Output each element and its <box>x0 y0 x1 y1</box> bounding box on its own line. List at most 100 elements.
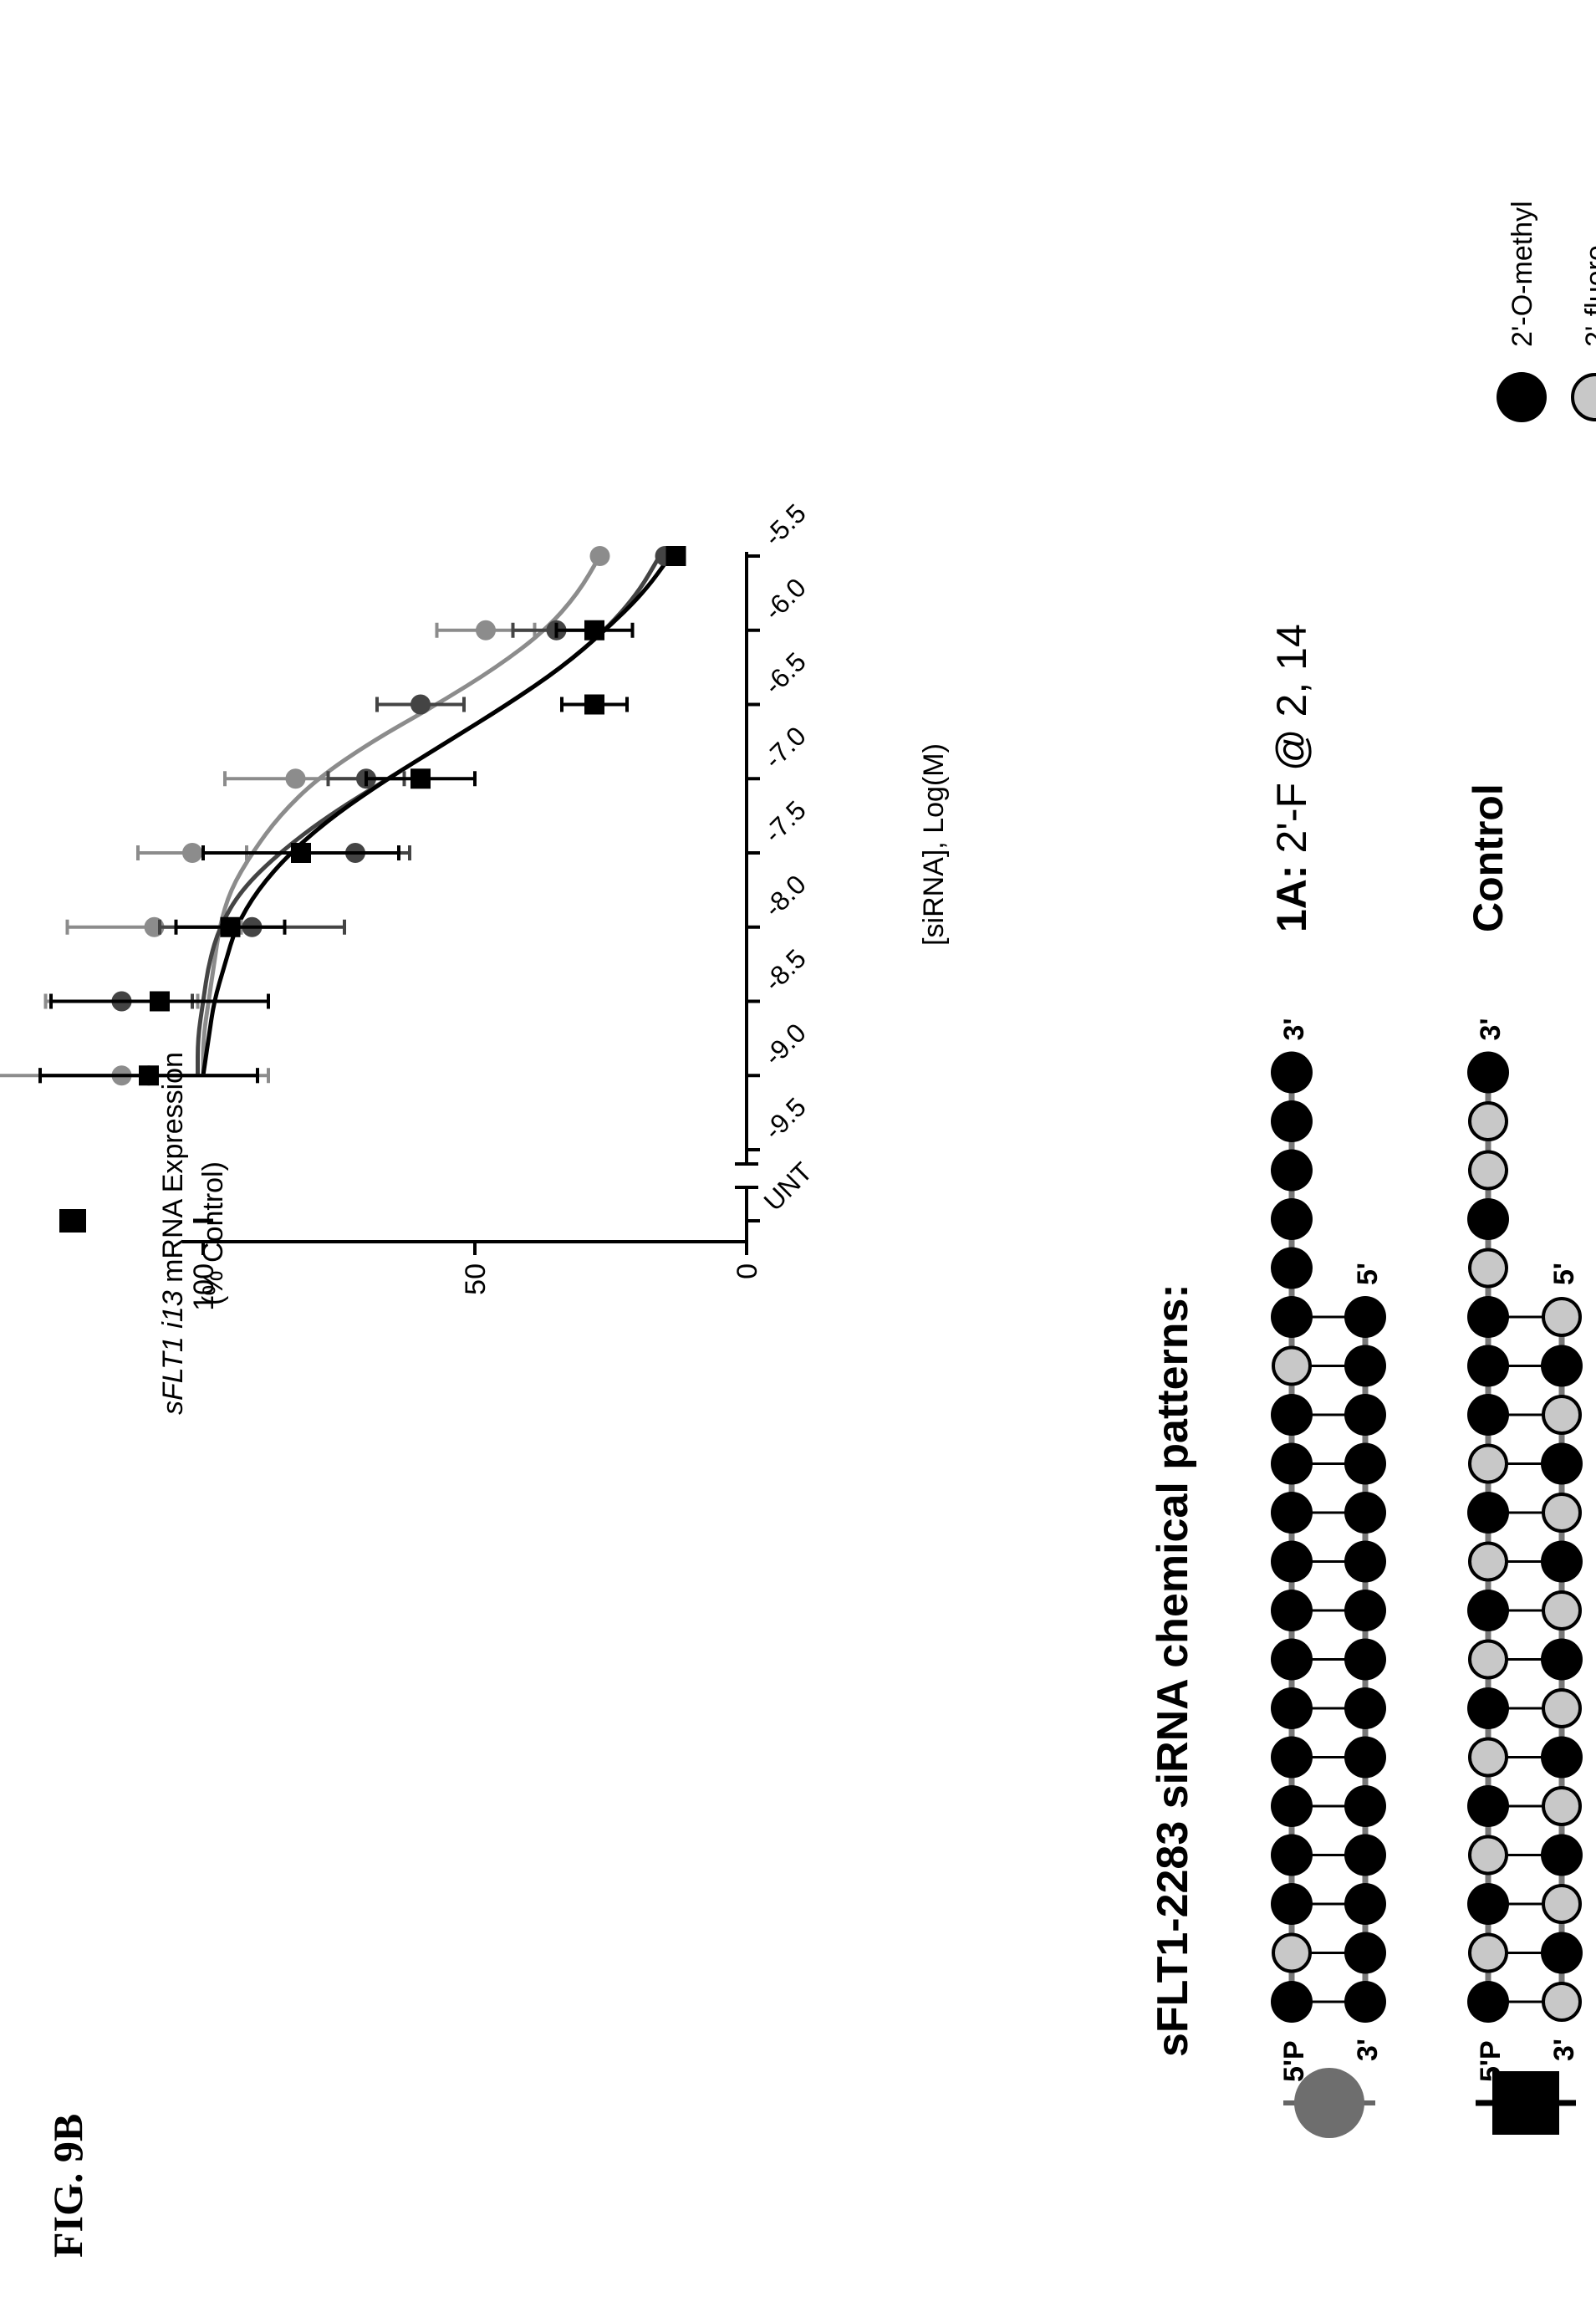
nucleotide-2-o-methyl <box>1344 1687 1386 1729</box>
nucleotide-2-o-methyl <box>1271 1394 1313 1436</box>
fit-curve-gray <box>201 554 602 1076</box>
nucleotide-2-o-methyl <box>1344 1785 1386 1827</box>
sense-label-3prime: 3' <box>1475 1018 1507 1041</box>
data-point-dark <box>410 694 431 715</box>
nucleotide-2-o-methyl <box>1271 1883 1313 1925</box>
nucleotide-2-o-methyl <box>1467 1296 1509 1338</box>
nucleotide-2-o-methyl <box>1467 1051 1509 1094</box>
y-axis-label: sFLT1 i13 mRNA Expression <box>157 1052 189 1415</box>
nucleotide-2-fluoro <box>1468 1541 1508 1582</box>
y-axis-label-line2: (% Control) <box>197 1161 229 1305</box>
nucleotide-2-o-methyl <box>1541 1834 1583 1876</box>
antisense-label-5prime: 5' <box>1352 1263 1384 1285</box>
x-tick-group: -7.0 <box>757 721 811 774</box>
data-point-black <box>150 991 170 1012</box>
nucleotide-2-o-methyl <box>1541 1345 1583 1387</box>
nucleotide-2-o-methyl <box>1271 1442 1313 1485</box>
nucleotide-2-o-methyl <box>1467 1394 1509 1436</box>
nucleotide-2-o-methyl <box>1541 1442 1583 1485</box>
data-point-black <box>220 916 241 937</box>
data-point-black <box>665 546 686 566</box>
nucleotide-2-fluoro <box>1542 1297 1582 1337</box>
legend-label: 2'-O-methyl <box>1507 201 1538 347</box>
nucleotide-2-o-methyl <box>1271 1100 1313 1142</box>
data-point-black <box>410 768 431 789</box>
nucleotide-2-o-methyl <box>1344 1296 1386 1338</box>
nucleotide-2-fluoro <box>1272 1345 1312 1386</box>
nucleotide-2-o-methyl <box>1541 1932 1583 1974</box>
pattern-name: 1A: 2'-F @ 2, 14 <box>1268 624 1315 932</box>
pattern-rows: 5'P 3' 3' 5' 1A: 2'-F @ 2, 14 5'P 3' 3' 5' Contro… <box>1268 624 1583 2138</box>
pattern-row: 5'P 3' 3' 5' 1A: 2'-F @ 2, 14 <box>1268 624 1386 2138</box>
nucleotide-2-fluoro <box>1468 1639 1508 1680</box>
nucleotide-2-o-methyl <box>1467 1785 1509 1827</box>
nucleotide-2-o-methyl <box>1271 1736 1313 1779</box>
pattern-row: 5'P 3' 3' 5' Control <box>1465 783 1583 2135</box>
nucleotide-2-o-methyl <box>1344 1442 1386 1485</box>
nucleotide-2-o-methyl <box>1271 1834 1313 1876</box>
x-tick-label: -9.5 <box>757 1092 811 1146</box>
nucleotide-2-o-methyl <box>1467 1345 1509 1387</box>
pattern-symbol-black-square <box>1492 2071 1559 2135</box>
data-point-gray <box>476 620 496 641</box>
nucleotide-2-fluoro <box>1542 1982 1582 2022</box>
data-point-black <box>139 1065 159 1086</box>
nucleotide-2-fluoro <box>1468 1737 1508 1778</box>
nucleotide-2-fluoro <box>1542 1395 1582 1435</box>
x-tick-label: -5.5 <box>757 498 811 552</box>
nucleotide-2-o-methyl <box>1344 1932 1386 1974</box>
nucleotide-2-o-methyl <box>1541 1736 1583 1779</box>
figure-label: FIG. 9B <box>44 2114 91 2258</box>
chart-axes <box>182 552 760 1255</box>
nucleotide-2-o-methyl <box>1271 1687 1313 1729</box>
x-tick-label: -6.0 <box>757 572 811 625</box>
dose-response-chart: UNT-9.5-9.0-8.5-8.0-7.5-7.0-6.5-6.0-5.5 … <box>0 498 950 1415</box>
x-tick-label: -7.0 <box>757 721 811 774</box>
sense-label-5prime: 5'P <box>1475 2040 1507 2082</box>
nucleotide-2-fluoro <box>1468 1835 1508 1876</box>
nucleotide-2-o-methyl <box>1271 1981 1313 2023</box>
nucleotide-2-o-methyl <box>1344 1345 1386 1387</box>
nucleotide-2-o-methyl <box>1467 1492 1509 1534</box>
pattern-name-rest: 2'-F @ 2, 14 <box>1268 624 1315 865</box>
y-tick-label: 0 <box>732 1263 763 1279</box>
x-tick-group: -5.5 <box>757 498 811 552</box>
nucleotide-2-o-methyl <box>1271 1785 1313 1827</box>
x-tick-group: -6.0 <box>757 572 811 625</box>
nucleotide-2-o-methyl <box>1271 1051 1313 1094</box>
nucleotide-2-o-methyl <box>1344 1834 1386 1876</box>
y-axis-label-italic: sFLT1 i13 <box>157 1290 189 1415</box>
data-point-black <box>584 620 604 641</box>
nucleotide-2-o-methyl <box>1271 1198 1313 1240</box>
nucleotide-2-o-methyl <box>1467 1883 1509 1925</box>
y-tick-labels: 0 50 100 <box>188 1263 763 1311</box>
x-tick-group: -8.0 <box>757 869 811 922</box>
chemical-patterns: sFLT1-2283 siRNA chemical patterns: 5'P 3… <box>1149 624 1583 2138</box>
y-axis-label-rest: mRNA Expression <box>157 1052 189 1290</box>
unt-point-black <box>59 1209 86 1233</box>
pattern-symbol-gray-circle <box>1294 2068 1364 2138</box>
x-tick-label: -9.0 <box>757 1018 811 1071</box>
pattern-name: Control <box>1465 783 1512 932</box>
x-tick-group: -8.5 <box>757 943 811 997</box>
antisense-label-5prime: 5' <box>1548 1263 1580 1285</box>
nucleotide-2-o-methyl <box>1271 1149 1313 1192</box>
nucleotide-2-fluoro <box>1468 1150 1508 1191</box>
nucleotide-2-fluoro <box>1272 1932 1312 1973</box>
nucleotide-2-fluoro <box>1468 1248 1508 1289</box>
nucleotide-2-o-methyl <box>1271 1590 1313 1631</box>
pattern-name-bold: Control <box>1465 783 1512 932</box>
nucleotide-2-fluoro <box>1542 1688 1582 1728</box>
x-tick-label: -6.5 <box>757 646 811 700</box>
data-point-black <box>291 843 311 863</box>
nucleotide-2-o-methyl <box>1467 1687 1509 1729</box>
x-tick-group: -9.5 <box>757 1092 811 1146</box>
legend-label: 2'-fluoro <box>1580 245 1596 347</box>
x-tick-group: UNT <box>757 1156 818 1217</box>
x-tick-group: -9.0 <box>757 1018 811 1071</box>
nucleotide-2-o-methyl <box>1271 1638 1313 1681</box>
x-tick-label: UNT <box>757 1156 818 1217</box>
chart-legend: 2'-O-methyl2'-fluorophosphorothioatephos… <box>1497 201 1596 422</box>
x-tick-group: -6.5 <box>757 646 811 700</box>
nucleotide-2-o-methyl <box>1344 1590 1386 1631</box>
